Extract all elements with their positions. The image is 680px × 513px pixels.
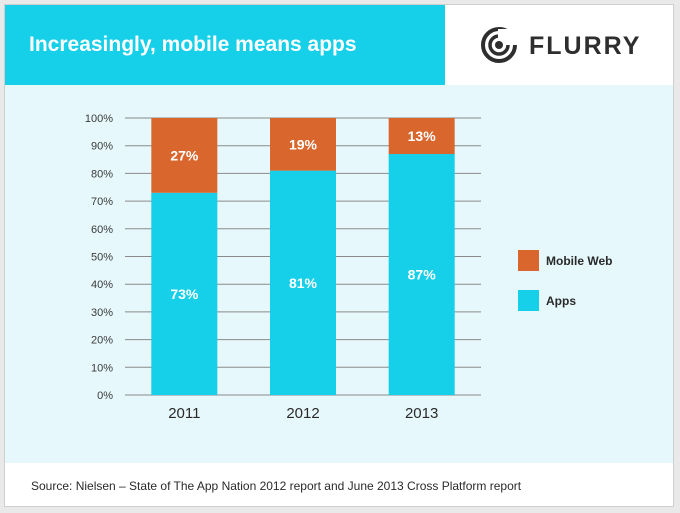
legend-swatch-apps [518, 290, 539, 311]
y-tick-label: 40% [91, 279, 113, 291]
logo-text: FLURRY [529, 32, 642, 60]
bar-apps [151, 192, 218, 395]
x-tick-label: 2012 [286, 405, 319, 422]
infographic-card: Increasingly, mobile means apps FLURRY 0… [4, 4, 674, 507]
data-label: 13% [408, 128, 437, 144]
y-tick-label: 100% [85, 113, 113, 125]
data-label: 27% [170, 147, 199, 163]
y-tick-label: 10% [91, 362, 113, 374]
source-note: Source: Nielsen – State of The App Natio… [31, 479, 522, 493]
legend-label: Mobile Web [546, 254, 612, 268]
bar-mobile-web [151, 118, 218, 193]
footer: Source: Nielsen – State of The App Natio… [5, 463, 673, 506]
y-tick-label: 0% [97, 390, 113, 402]
bar-apps [388, 154, 455, 395]
bar-mobile-web [388, 118, 455, 155]
x-tick-label: 2013 [405, 405, 438, 422]
y-tick-label: 30% [91, 307, 113, 319]
data-label: 73% [170, 286, 199, 302]
x-tick-label: 2011 [168, 405, 200, 422]
y-tick-label: 50% [91, 252, 113, 264]
y-tick-label: 70% [91, 196, 113, 208]
bar-apps [270, 170, 336, 395]
header-band: Increasingly, mobile means apps [5, 5, 445, 85]
bar-mobile-web [270, 118, 336, 171]
data-label: 81% [289, 275, 318, 291]
stacked-bar-chart: 0% 10% 20% 30% 40% 50% 60% 70% 80% 90% 100% 73% 27% 2… [85, 113, 613, 422]
data-label: 87% [408, 267, 437, 283]
legend-swatch-mobile-web [518, 250, 539, 271]
y-tick-label: 80% [91, 168, 113, 180]
flurry-logo-icon [481, 27, 517, 63]
y-tick-label: 20% [91, 335, 113, 347]
y-tick-label: 90% [91, 141, 113, 153]
legend-label: Apps [546, 294, 576, 308]
logo-box: FLURRY [445, 5, 673, 85]
chart-title: Increasingly, mobile means apps [29, 33, 357, 56]
y-tick-label: 60% [91, 224, 113, 236]
data-label: 19% [289, 136, 318, 152]
